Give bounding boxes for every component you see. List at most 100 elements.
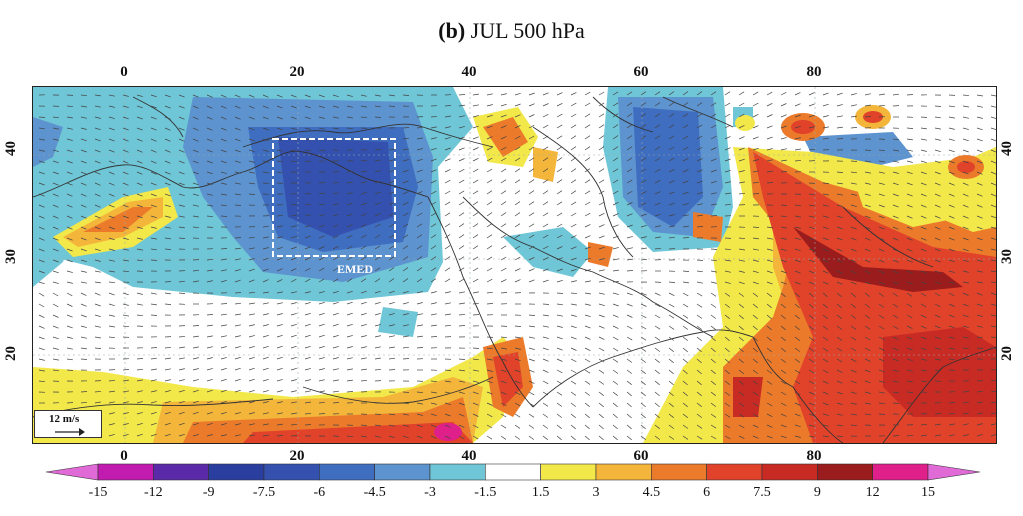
wind-arrow <box>234 335 241 338</box>
wind-arrow <box>892 325 899 330</box>
wind-arrow <box>528 402 535 407</box>
wind-arrow <box>150 303 157 306</box>
wind-arrow <box>514 212 521 217</box>
wind-arrow <box>878 292 885 297</box>
wind-arrow <box>262 247 269 250</box>
wind-arrow <box>710 248 718 250</box>
wind-arrow <box>444 190 451 195</box>
wind-arrow <box>738 424 745 429</box>
wind-arrow <box>150 171 157 175</box>
wind-arrow <box>374 301 381 305</box>
colorbar-tick-label: 1.5 <box>531 485 550 500</box>
wind-arrow <box>626 247 633 250</box>
wind-arrow <box>360 105 367 108</box>
wind-arrow <box>542 303 550 305</box>
wind-arrow <box>584 146 591 151</box>
wind-arrow <box>906 325 913 329</box>
wind-arrow <box>696 135 703 140</box>
wind-arrow <box>416 313 423 316</box>
wind-arrow <box>290 356 297 360</box>
wind-arrow <box>416 302 423 305</box>
colorbar-tick-label: -4.5 <box>363 485 386 500</box>
wind-arrow <box>332 235 339 239</box>
wind-arrow <box>976 226 983 230</box>
wind-arrow <box>430 115 438 118</box>
wind-arrow <box>248 160 255 163</box>
wind-arrow <box>458 413 465 417</box>
wind-arrow <box>948 434 955 437</box>
wind-arrow <box>276 435 284 437</box>
wind-arrow <box>584 380 591 385</box>
wind-arrow <box>528 135 535 140</box>
colorbar-cell <box>263 463 320 481</box>
wind-arrow <box>220 269 227 272</box>
wind-arrow <box>136 303 143 306</box>
wind-arrow <box>570 92 577 96</box>
wind-arrow <box>234 279 241 283</box>
wind-arrow <box>864 358 871 362</box>
wind-arrow <box>710 102 717 107</box>
wind-arrow <box>374 170 381 173</box>
wind-arrow <box>626 380 632 385</box>
wind-arrow <box>178 280 185 283</box>
wind-arrow <box>948 248 955 252</box>
wind-arrow <box>38 336 45 340</box>
wind-arrow <box>878 182 885 185</box>
wind-arrow <box>164 411 171 415</box>
wind-arrow <box>920 292 927 297</box>
wind-arrow <box>696 347 702 353</box>
wind-arrow <box>276 291 283 294</box>
wind-arrow <box>528 157 535 162</box>
wind-arrow <box>640 413 646 419</box>
wind-arrow <box>150 160 157 164</box>
wind-arrow <box>80 138 87 142</box>
wind-arrow <box>752 248 759 251</box>
wind-arrow <box>66 138 73 141</box>
wind-arrow <box>444 313 451 316</box>
wind-arrow <box>542 314 549 317</box>
wind-arrow <box>178 400 185 404</box>
wind-arrow <box>66 402 74 404</box>
wind-arrow <box>304 193 312 195</box>
wind-arrow <box>598 369 605 374</box>
wind-arrow <box>864 380 871 384</box>
wind-arrow <box>962 160 969 164</box>
wind-arrow <box>626 270 634 272</box>
wind-arrow <box>276 302 283 305</box>
wind-arrow <box>780 114 787 118</box>
colorbar-cell <box>540 463 597 481</box>
wind-arrow <box>332 301 339 305</box>
wind-arrow <box>108 270 115 273</box>
wind-arrow <box>556 223 563 228</box>
wind-arrow <box>892 358 899 362</box>
wind-arrow <box>234 127 241 131</box>
wind-arrow <box>430 147 437 151</box>
wind-arrow <box>584 402 590 407</box>
wind-arrow <box>612 369 619 374</box>
coastlines <box>33 96 996 443</box>
wind-arrow <box>990 237 996 240</box>
wind-arrow <box>850 369 857 373</box>
wind-arrow <box>822 182 830 184</box>
wind-arrow <box>402 127 410 129</box>
wind-arrow <box>122 160 129 164</box>
wind-arrow <box>990 434 996 437</box>
wind-arrow <box>682 214 689 217</box>
wind-arrow <box>52 160 59 164</box>
wind-arrow <box>724 192 731 195</box>
wind-arrow <box>192 193 199 196</box>
wind-arrow <box>66 314 73 318</box>
wind-arrow <box>850 259 857 263</box>
wind-arrow <box>332 256 339 261</box>
wind-arrow <box>654 202 661 206</box>
wind-arrow <box>738 347 744 353</box>
wind-arrow <box>668 113 675 118</box>
wind-arrow <box>486 291 493 294</box>
wind-arrow <box>836 336 843 341</box>
wind-arrow <box>318 224 325 228</box>
wind-arrow <box>80 325 87 328</box>
wind-arrow <box>850 391 857 395</box>
wind-arrow <box>836 204 843 207</box>
wind-arrow <box>360 357 367 360</box>
wind-arrow <box>514 114 521 118</box>
